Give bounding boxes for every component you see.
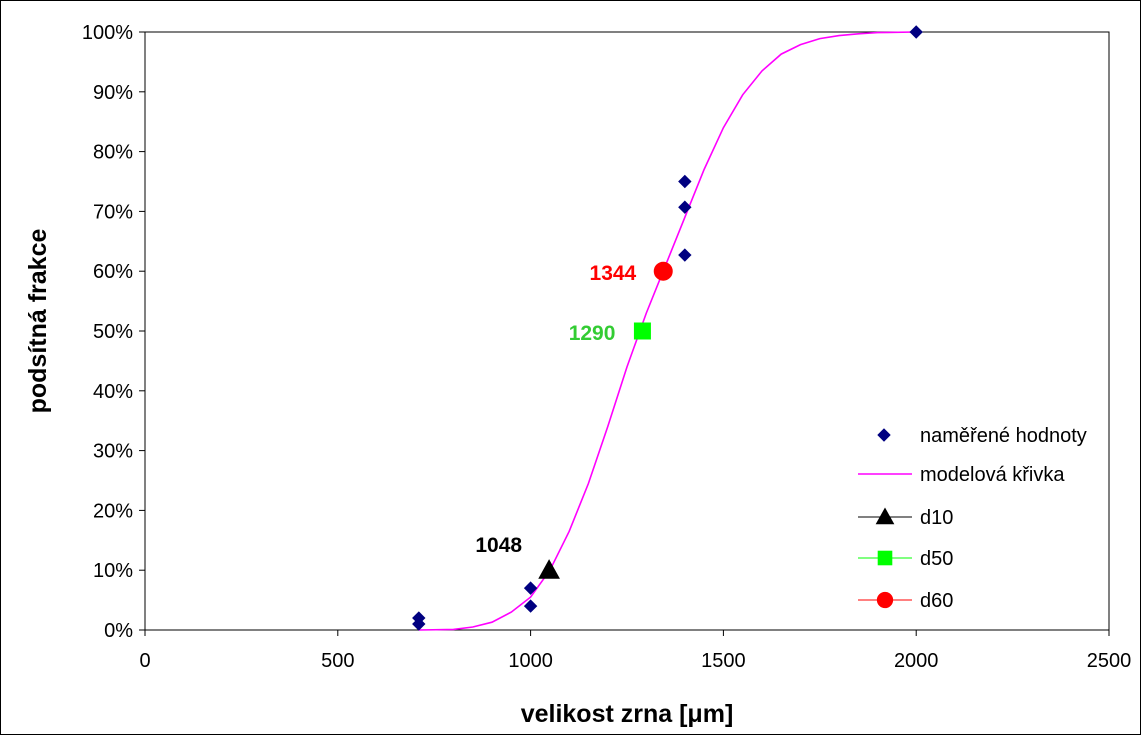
data-point-measured bbox=[523, 581, 538, 595]
x-tick-label: 1500 bbox=[701, 650, 746, 672]
legend-label: d60 bbox=[920, 590, 953, 612]
annotation-d50: 1290 bbox=[569, 322, 616, 345]
data-point-measured bbox=[909, 25, 923, 39]
marker-d10 bbox=[538, 559, 560, 579]
x-tick-label: 2500 bbox=[1087, 650, 1132, 672]
y-tick-label: 70% bbox=[93, 201, 133, 223]
y-axis-title: podsítná frakce bbox=[24, 229, 52, 414]
axes: 0% 10% 20% 30% 40% 50% 60% 70% 80% 90% 100% 0 500 100… bbox=[82, 22, 1131, 672]
x-tick-label: 500 bbox=[321, 650, 354, 672]
legend-label: modelová křivka bbox=[920, 464, 1065, 486]
y-tick-label: 40% bbox=[93, 381, 133, 403]
data-point-measured bbox=[678, 248, 692, 262]
legend-marker-d60 bbox=[876, 591, 894, 609]
legend-label: d10 bbox=[920, 507, 953, 529]
x-tick-label: 2000 bbox=[894, 650, 939, 672]
y-tick-label: 20% bbox=[93, 500, 133, 522]
annotation-d60: 1344 bbox=[590, 262, 637, 285]
legend-label: d50 bbox=[920, 548, 953, 570]
y-tick-label: 60% bbox=[93, 261, 133, 283]
data-point-measured bbox=[412, 611, 426, 625]
legend-marker-d50 bbox=[877, 550, 893, 566]
legend-marker-d10 bbox=[875, 507, 895, 525]
marker-d50 bbox=[633, 322, 651, 340]
y-tick-label: 30% bbox=[93, 441, 133, 463]
marker-d60 bbox=[653, 261, 673, 281]
legend-label: naměřené hodnoty bbox=[920, 425, 1087, 447]
x-tick-label: 1000 bbox=[508, 650, 553, 672]
data-point-measured bbox=[523, 599, 538, 613]
legend: naměřené hodnoty modelová křivka d10 d50 d60 bbox=[858, 425, 1087, 612]
x-axis-title: velikost zrna [μm] bbox=[521, 700, 734, 728]
plot-area: 1048 1290 1344 bbox=[412, 25, 923, 631]
y-tick-label: 10% bbox=[93, 560, 133, 582]
y-tick-label: 0% bbox=[104, 620, 133, 642]
annotation-d10: 1048 bbox=[475, 534, 522, 557]
x-tick-label: 0 bbox=[139, 650, 150, 672]
y-tick-label: 80% bbox=[93, 142, 133, 164]
y-tick-label: 50% bbox=[93, 321, 133, 343]
y-tick-label: 90% bbox=[93, 82, 133, 104]
data-point-measured bbox=[678, 200, 692, 214]
data-point-measured bbox=[678, 174, 692, 189]
legend-marker-measured bbox=[877, 428, 891, 442]
y-tick-label: 100% bbox=[82, 22, 133, 44]
